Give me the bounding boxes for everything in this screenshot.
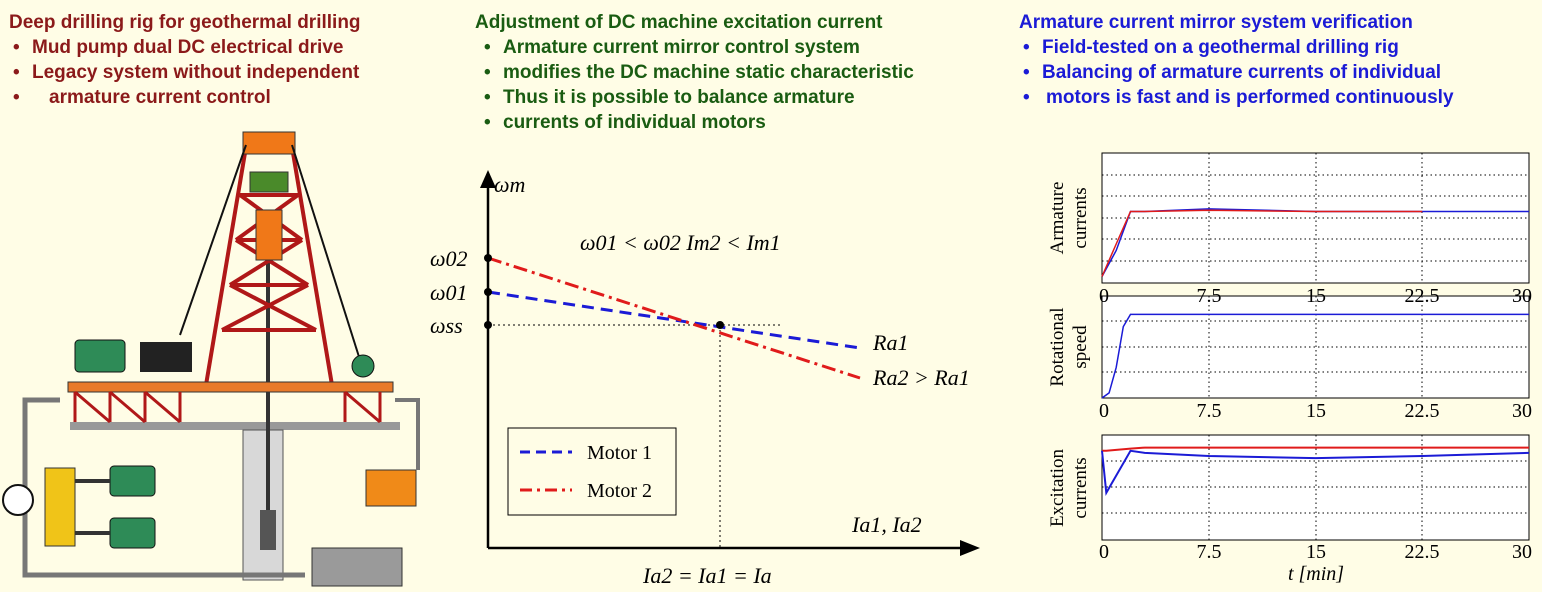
right-bullets: Field-tested on a geothermal drilling ri… <box>1019 35 1454 110</box>
middle-bullet-4: currents of individual motors <box>480 110 914 135</box>
plot-armature-grid <box>1102 153 1529 283</box>
tick-1-0: 0 <box>1099 285 1109 307</box>
ia-label: Ia2 = Ia1 = Ia <box>642 563 772 588</box>
middle-title: Adjustment of DC machine excitation curr… <box>475 12 883 33</box>
plot-tick-labels: 0 7.5 15 22.5 30 0 7.5 15 22.5 30 0 7.5 … <box>1099 285 1532 585</box>
wss-label: ωss <box>430 313 463 338</box>
middle-bullet-3: Thus it is possible to balance armature <box>480 85 914 110</box>
left-bullets: Mud pump dual DC electrical drive Legacy… <box>9 35 359 110</box>
middle-bullet-2: modifies the DC machine static character… <box>480 60 914 85</box>
legend-box <box>507 427 677 516</box>
plot-excitation-ylabel-1: Excitation <box>1047 448 1068 527</box>
plot-excitation-ylabel-2: currents <box>1070 457 1091 518</box>
ground-surface <box>70 422 400 430</box>
traveling-block <box>249 171 289 193</box>
plot-speed-grid <box>1102 296 1529 398</box>
x-axis-arrow <box>960 540 980 556</box>
tick-1-1: 7.5 <box>1197 285 1222 307</box>
plot-speed-series-blue <box>1101 313 1529 399</box>
w01-point <box>484 288 492 296</box>
tick-3-2: 15 <box>1306 541 1326 563</box>
deadline <box>291 144 361 361</box>
legend-motor-2: Motor 2 <box>587 480 652 502</box>
drawworks-drum <box>140 342 192 372</box>
motor-2-line <box>487 256 861 380</box>
middle-bullet-1: Armature current mirror control system <box>480 35 914 60</box>
left-title: Deep drilling rig for geothermal drillin… <box>9 12 361 33</box>
left-bullet-1: Mud pump dual DC electrical drive <box>9 35 359 60</box>
tick-2-3: 22.5 <box>1405 400 1440 422</box>
gearbox <box>44 467 76 547</box>
tick-2-4: 30 <box>1512 400 1532 422</box>
drill-bit <box>260 510 276 550</box>
tick-3-4: 30 <box>1512 541 1532 563</box>
plot-armature-series-red <box>1101 209 1423 277</box>
plot-armature-ylabel-2: currents <box>1070 187 1091 248</box>
tick-2-2: 15 <box>1306 400 1326 422</box>
w01-label: ω01 <box>430 280 468 305</box>
right-bullet-3: motors is fast and is performed continuo… <box>1019 85 1454 110</box>
w02-label: ω02 <box>430 246 468 271</box>
mud-pump-motor-2 <box>109 517 156 549</box>
drilling-rig-illustration <box>2 131 420 587</box>
operating-point <box>716 321 724 329</box>
middle-bullets: Armature current mirror control system m… <box>480 35 914 135</box>
mud-tank <box>311 547 403 587</box>
right-title: Armature current mirror system verificat… <box>1019 12 1413 33</box>
tick-3-0: 0 <box>1099 541 1109 563</box>
tick-1-2: 15 <box>1306 285 1326 307</box>
motor-1-line <box>487 290 861 350</box>
y-axis-arrow <box>480 170 496 188</box>
right-bullet-1: Field-tested on a geothermal drilling ri… <box>1019 35 1454 60</box>
drawline <box>179 144 247 336</box>
plot-excitation-series-red <box>1102 446 1529 452</box>
plot-excitation-grid <box>1102 435 1529 540</box>
y-axis-label: ωm <box>494 172 525 197</box>
static-characteristic-diagram: ωm ω02 ω01 ωss ω01 < ω02 Im2 < Im1 Ra1 R… <box>430 170 980 588</box>
mud-pump-symbol <box>2 484 34 516</box>
left-bullet-3: armature current control <box>9 85 359 110</box>
plot-speed-ylabel-1: Rotational <box>1047 307 1068 386</box>
right-bullet-2: Balancing of armature currents of indivi… <box>1019 60 1454 85</box>
left-bullet-2: Legacy system without independent <box>9 60 359 85</box>
x-axis-label: Ia1, Ia2 <box>851 512 922 537</box>
relation-label: ω01 < ω02 Im2 < Im1 <box>580 230 781 255</box>
measurement-plots: Armature currents Rotational speed Excit… <box>1047 152 1532 585</box>
mud-pump-motor-1 <box>109 465 156 497</box>
wss-point <box>484 321 492 329</box>
w02-point <box>484 254 492 262</box>
well-bore <box>242 429 284 581</box>
plot-excitation-series-blue <box>1101 449 1530 496</box>
tick-2-1: 7.5 <box>1197 400 1222 422</box>
ra2-label: Ra2 > Ra1 <box>872 365 970 390</box>
top-drive <box>255 209 283 261</box>
tick-1-4: 30 <box>1512 285 1532 307</box>
tick-3-3: 22.5 <box>1405 541 1440 563</box>
plot-armature-ylabel-1: Armature <box>1047 182 1068 255</box>
drawworks-motor <box>74 339 126 373</box>
shaker <box>365 469 417 507</box>
tick-2-0: 0 <box>1099 400 1109 422</box>
plot-speed-ylabel-2: speed <box>1070 325 1091 369</box>
tick-1-3: 22.5 <box>1405 285 1440 307</box>
legend-motor-1: Motor 1 <box>587 442 652 464</box>
reel <box>351 354 375 378</box>
crown-block <box>242 131 296 155</box>
substructure <box>73 390 382 424</box>
ra1-label: Ra1 <box>872 330 908 355</box>
tick-3-1: 7.5 <box>1197 541 1222 563</box>
plots-xlabel: t [min] <box>1288 563 1344 585</box>
rig-floor <box>67 381 394 393</box>
